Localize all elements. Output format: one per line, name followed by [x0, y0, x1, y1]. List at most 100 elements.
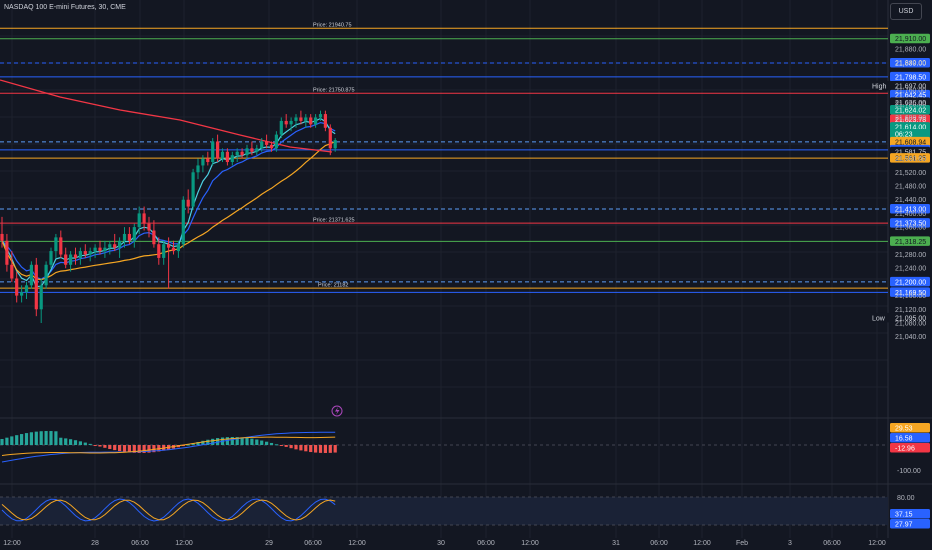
candle-body: [54, 237, 58, 252]
price-badge: 21,318.25: [895, 239, 926, 246]
time-tick-label: 29: [265, 540, 273, 547]
price-badge: 21,839.00: [895, 61, 926, 68]
macd-histogram-bar: [235, 437, 239, 445]
macd-histogram-bar: [269, 442, 274, 445]
macd-tick-label: -100.00: [897, 468, 921, 475]
candle-body: [64, 254, 68, 265]
time-tick-label: 30: [437, 540, 445, 547]
price-tick-label: 21,160.00: [895, 293, 926, 300]
candle-body: [59, 237, 63, 255]
macd-histogram-bar: [142, 445, 146, 453]
candle-body: [314, 117, 318, 125]
price-line-label: Price: 21182: [318, 283, 348, 289]
long-ma-line: [0, 79, 333, 153]
macd-histogram-bar: [333, 445, 337, 453]
candle-body: [122, 233, 127, 241]
macd-histogram-bar: [206, 439, 210, 445]
candle-body: [235, 151, 239, 156]
price-line-label: Price: 21750.875: [313, 88, 355, 94]
macd-histogram-bar: [20, 434, 24, 445]
price-axis[interactable]: 21,880.0021,840.0021,760.0021,720.0021,6…: [895, 47, 926, 503]
currency-button[interactable]: USD: [890, 3, 922, 20]
price-line-label: Price: 21940.75: [313, 23, 352, 29]
macd-histogram-bar: [132, 445, 136, 453]
lightning-icon[interactable]: [331, 405, 343, 417]
macd-histogram-bar: [245, 437, 249, 445]
macd-histogram-bar: [49, 431, 53, 445]
price-badge: 21,642.45: [895, 92, 926, 99]
macd-histogram-bar: [0, 439, 4, 445]
macd-histogram-bar: [260, 440, 264, 445]
price-badge-bg: [890, 71, 930, 82]
price-badge: 21,169.50: [895, 290, 926, 297]
macd-histogram-bar: [152, 445, 156, 453]
price-tick-label: 21,720.00: [895, 101, 926, 108]
stochastic-band: [0, 497, 888, 525]
time-tick-label: 12:00: [693, 540, 711, 547]
macd-line: [1, 431, 336, 463]
price-badge: 21,200.00: [895, 279, 926, 286]
candle-body: [230, 155, 234, 163]
macd-histogram-bar: [103, 445, 107, 448]
macd-histogram-bar: [211, 438, 215, 445]
price-badge: 21,413.00: [895, 206, 926, 213]
macd-histogram-bar: [127, 445, 131, 453]
candle-body: [216, 141, 220, 159]
stochastic-panel: [0, 496, 888, 526]
time-tick-label: 06:00: [131, 540, 149, 547]
macd-histogram-bar: [93, 445, 97, 446]
candle-body: [127, 233, 131, 241]
time-tick-label: 12:00: [521, 540, 539, 547]
candle-body: [142, 213, 146, 224]
candle-body: [49, 251, 53, 265]
macd-badge: 29.53: [895, 426, 913, 433]
candle-body: [279, 120, 283, 135]
macd-badge-bg: [890, 443, 930, 453]
price-badge: 06:23: [895, 131, 913, 138]
candle-body: [103, 247, 107, 252]
macd-histogram-bar: [73, 440, 78, 445]
macd-histogram-bar: [137, 445, 141, 453]
price-badge-bg: [890, 33, 930, 44]
price-badge-bg: [890, 136, 930, 147]
time-tick-label: 06:00: [477, 540, 495, 547]
stochastic-tick-label: 80.00: [897, 495, 915, 502]
price-badge: 21,910.00: [895, 36, 926, 43]
macd-histogram-bar: [328, 445, 332, 453]
time-tick-label: 12:00: [3, 540, 21, 547]
price-badge-bg: [890, 203, 930, 214]
candle-body: [176, 244, 180, 252]
macd-histogram-bar: [265, 441, 269, 445]
macd-histogram-bar: [34, 431, 38, 445]
stochastic-d-line: [1, 499, 336, 521]
time-tick-label: 3: [788, 540, 792, 547]
macd-histogram-bar: [289, 445, 293, 449]
candle-body: [328, 127, 332, 149]
price-badge: 21,626.00: [895, 100, 926, 107]
candle-body: [171, 247, 176, 252]
time-axis[interactable]: 12:00 28 06:00 12:00 29 06:00 12:00 30 06:00 12:0…: [3, 540, 886, 547]
time-tick-label: Feb: [736, 540, 748, 547]
macd-badge: 16.58: [895, 436, 913, 443]
macd-histogram-bar: [147, 445, 151, 453]
price-badge: 21,561.25: [895, 156, 926, 163]
candle-body: [152, 230, 156, 245]
macd-histogram-bar: [15, 435, 19, 445]
candle-body: [44, 264, 48, 286]
time-tick-label: 12:00: [868, 540, 886, 547]
macd-badge-bg: [890, 433, 930, 443]
price-axis-badges: 21,910.00 21,839.00 21,798.50 21,697.00 21,6…: [870, 33, 930, 529]
candle-body: [186, 199, 190, 207]
price-lines: Price: 21940.75 Price: 21750.875 Price: 21…: [0, 23, 888, 293]
candle-body: [83, 251, 87, 255]
price-badge-bg: [890, 287, 930, 297]
price-badge: 21,798.50: [895, 74, 926, 81]
price-badge-bg: [890, 104, 930, 115]
candle-body: [196, 165, 200, 173]
candle-body: [132, 227, 136, 241]
macd-signal-line: [1, 436, 336, 456]
macd-histogram-bar: [157, 445, 161, 452]
macd-histogram-bar: [230, 437, 234, 445]
macd-histogram-bar: [44, 431, 48, 445]
